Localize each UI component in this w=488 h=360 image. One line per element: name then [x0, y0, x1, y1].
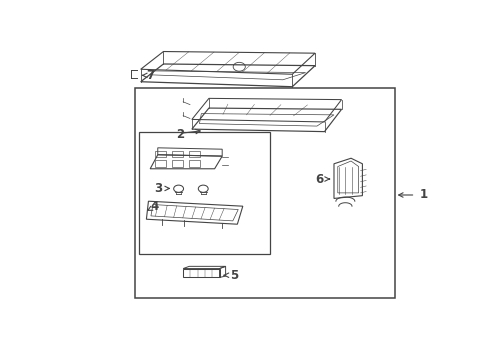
Bar	[135, 87, 394, 298]
Text: 1: 1	[418, 189, 427, 202]
Bar	[154, 151, 166, 157]
Bar	[154, 161, 166, 167]
Bar	[188, 151, 200, 157]
Bar	[188, 161, 200, 167]
Text: 5: 5	[224, 269, 238, 282]
Text: 6: 6	[314, 172, 329, 185]
Text: 3: 3	[154, 182, 169, 195]
Bar	[139, 132, 269, 254]
Bar	[171, 151, 183, 157]
Text: 4: 4	[147, 200, 159, 213]
Text: 2: 2	[176, 128, 184, 141]
Text: 7: 7	[142, 69, 154, 82]
Bar	[171, 161, 183, 167]
